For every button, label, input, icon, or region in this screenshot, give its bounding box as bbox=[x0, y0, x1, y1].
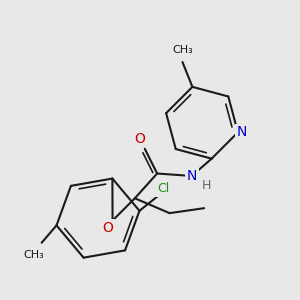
Text: O: O bbox=[134, 132, 145, 146]
Text: CH₃: CH₃ bbox=[24, 250, 45, 260]
Text: CH₃: CH₃ bbox=[172, 45, 193, 55]
Text: H: H bbox=[202, 179, 211, 192]
Text: Cl: Cl bbox=[157, 182, 169, 195]
Text: N: N bbox=[236, 125, 247, 140]
Text: O: O bbox=[102, 221, 113, 235]
Text: N: N bbox=[187, 169, 197, 183]
